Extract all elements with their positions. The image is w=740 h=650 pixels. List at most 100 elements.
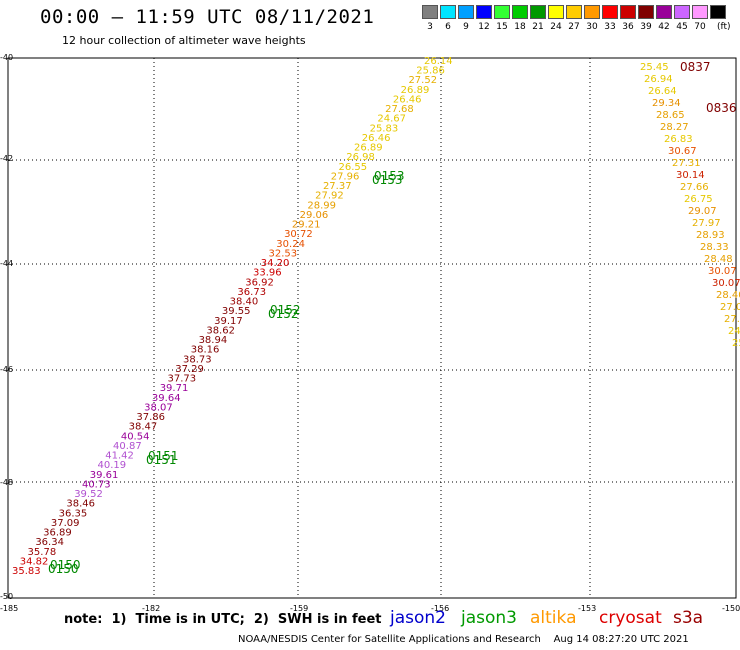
- time-stamp: 0151: [146, 453, 177, 467]
- lat-label: -50: [0, 592, 14, 601]
- swh-value: 38.46: [66, 499, 95, 510]
- swh-value: 28.33: [700, 242, 729, 253]
- legend-swatch: [566, 5, 582, 19]
- legend-swatch: [530, 5, 546, 19]
- swh-value: 27.29: [724, 314, 740, 325]
- lon-label: -150: [722, 604, 740, 613]
- legend-label: 39: [640, 22, 652, 32]
- swh-value: 26.14: [424, 56, 453, 67]
- swh-value: 38.94: [199, 335, 228, 346]
- swh-value: 35.78: [28, 547, 57, 558]
- swh-value: 41.42: [105, 451, 134, 462]
- swh-value: 34.20: [261, 258, 290, 269]
- swh-value: 26.83: [664, 134, 693, 145]
- time-stamp: 0151: [148, 449, 179, 463]
- satellite-label-s3a: s3a: [673, 608, 704, 628]
- legend-label: 45: [676, 22, 688, 32]
- legend-unit: (ft): [717, 22, 731, 32]
- map-frame: [7, 57, 737, 599]
- legend-swatch: [620, 5, 636, 19]
- legend-swatch: [710, 5, 726, 19]
- swh-value: 29.21: [292, 220, 321, 231]
- swh-value: 40.54: [121, 431, 150, 442]
- swh-value: 25.45: [640, 62, 669, 73]
- lon-label: -185: [0, 604, 19, 613]
- lat-label: -42: [0, 154, 14, 163]
- swh-value: 30.72: [284, 229, 313, 240]
- swh-value: 29.34: [652, 98, 681, 109]
- swh-value: 25.12: [732, 338, 740, 349]
- swh-value: 26.98: [346, 152, 375, 163]
- swh-value: 28.40: [716, 290, 740, 301]
- swh-value: 38.40: [230, 297, 259, 308]
- swh-value: 37.29: [175, 364, 204, 375]
- legend-swatch: [476, 5, 492, 19]
- page-title: 00:00 – 11:59 UTC 08/11/2021: [40, 6, 375, 28]
- swh-value: 24.30: [728, 326, 740, 337]
- time-stamp: 0153: [374, 169, 405, 183]
- swh-value: 40.87: [113, 441, 142, 452]
- legend-label: 24: [550, 22, 562, 32]
- swh-value: 40.73: [82, 479, 111, 490]
- swh-value: 26.75: [684, 194, 713, 205]
- legend-swatch: [458, 5, 474, 19]
- legend-swatch: [692, 5, 708, 19]
- page-subtitle: 12 hour collection of altimeter wave hei…: [62, 34, 306, 47]
- time-stamp: 0152: [270, 303, 301, 317]
- legend-label: 30: [586, 22, 598, 32]
- swh-value: 39.64: [152, 393, 181, 404]
- swh-value: 30.14: [676, 170, 705, 181]
- swh-value: 30.07: [712, 278, 740, 289]
- swh-value: 29.07: [688, 206, 717, 217]
- legend-swatch: [440, 5, 456, 19]
- lon-label: -156: [431, 604, 450, 613]
- swh-value: 36.92: [245, 277, 274, 288]
- legend-label: 36: [622, 22, 634, 32]
- swh-value: 30.24: [276, 239, 305, 250]
- swh-value: 39.55: [222, 306, 251, 317]
- swh-value: 28.99: [307, 200, 336, 211]
- swh-value: 39.71: [160, 383, 189, 394]
- legend-label: 15: [496, 22, 508, 32]
- swh-value: 39.52: [74, 489, 103, 500]
- swh-value: 30.07: [708, 266, 737, 277]
- lon-label: -153: [578, 604, 597, 613]
- swh-value: 29.06: [300, 210, 329, 221]
- swh-value: 28.93: [696, 230, 725, 241]
- swh-value: 27.97: [692, 218, 721, 229]
- legend-swatch: [656, 5, 672, 19]
- time-stamp: 0150: [48, 562, 79, 576]
- swh-value: 27.01: [720, 302, 740, 313]
- swh-value: 28.65: [656, 110, 685, 121]
- swh-value: 35.83: [12, 566, 41, 577]
- swh-value: 32.53: [269, 248, 298, 259]
- swh-value: 27.92: [315, 191, 344, 202]
- time-stamp: 0152: [268, 307, 299, 321]
- swh-value: 38.07: [144, 402, 173, 413]
- swh-value: 40.19: [98, 460, 127, 471]
- legend-swatch: [602, 5, 618, 19]
- legend-label: 3: [427, 22, 433, 32]
- legend-label: 6: [445, 22, 451, 32]
- satellite-label-jason2: jason2: [390, 608, 446, 628]
- lon-label: -182: [142, 604, 161, 613]
- legend-label: 9: [463, 22, 469, 32]
- lon-label: -159: [290, 604, 309, 613]
- footer-note: note: 1) Time is in UTC; 2) SWH is in fe…: [64, 612, 382, 627]
- legend-swatch: [512, 5, 528, 19]
- swh-value: 27.52: [408, 75, 437, 86]
- swh-value: 26.55: [338, 162, 367, 173]
- swh-value: 27.68: [385, 104, 414, 115]
- swh-value: 38.16: [191, 345, 220, 356]
- swh-value: 28.27: [660, 122, 689, 133]
- swh-value: 36.73: [237, 287, 266, 298]
- legend-label: 42: [658, 22, 670, 32]
- time-stamp: 0837: [680, 60, 711, 74]
- time-stamp: 0150: [50, 558, 81, 572]
- swh-value: 36.89: [43, 528, 72, 539]
- legend-label: 27: [568, 22, 580, 32]
- swh-value: 26.89: [354, 143, 383, 154]
- swh-value: 24.67: [377, 114, 406, 125]
- swh-value: 27.31: [672, 158, 701, 169]
